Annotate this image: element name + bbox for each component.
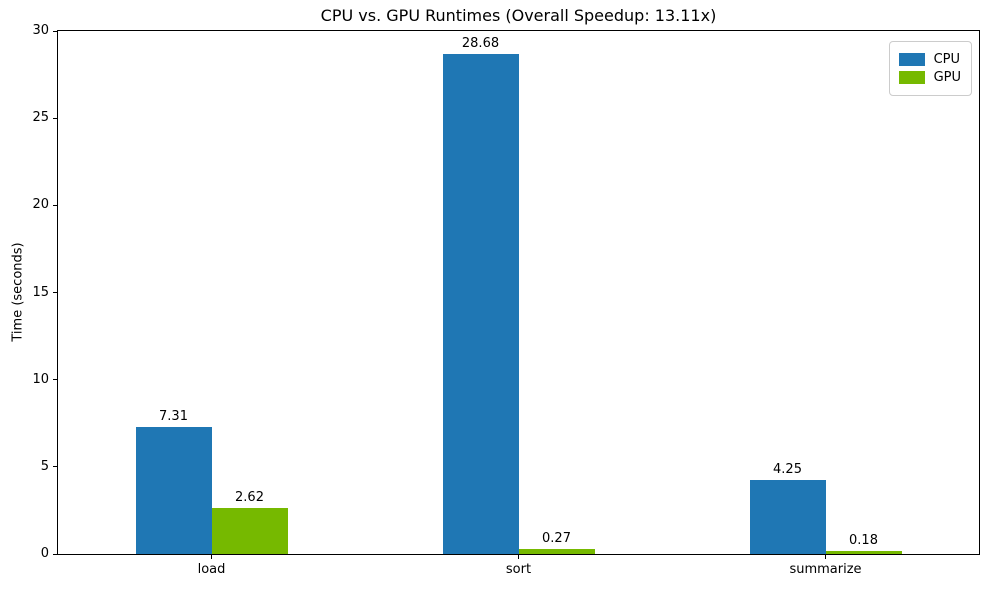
y-tick-label: 25 (32, 110, 49, 126)
bar-value-label-gpu-summarize: 0.18 (849, 532, 878, 548)
bar-gpu-sort (518, 549, 595, 554)
x-tick-mark (518, 555, 519, 559)
bar-cpu-summarize (749, 479, 826, 554)
y-tick-mark (53, 466, 57, 468)
y-tick-label: 10 (32, 371, 49, 387)
y-tick-mark (53, 379, 57, 381)
legend-item-gpu: GPU (898, 70, 961, 85)
y-tick-label: 5 (40, 458, 49, 474)
bar-cpu-sort (442, 54, 519, 554)
legend-swatch-cpu-icon (898, 53, 925, 66)
plot-area: CPU GPU 7.31 2.62 28.68 0.27 4.25 0.18 (57, 30, 980, 555)
bar-gpu-summarize (825, 550, 902, 554)
bar-value-label-cpu-sort: 28.68 (461, 36, 500, 52)
y-axis-label: Time (seconds) (10, 242, 26, 342)
y-tick-label: 0 (40, 546, 49, 561)
y-tick-mark (53, 292, 57, 293)
y-tick-mark (53, 117, 57, 119)
bar-value-label-cpu-load: 7.31 (159, 408, 188, 424)
legend-label-gpu: GPU (933, 70, 961, 85)
legend-label-cpu: CPU (933, 52, 960, 67)
y-tick-label: 30 (32, 23, 49, 38)
x-tick-label-sort: sort (505, 562, 532, 577)
x-tick-mark (211, 555, 212, 559)
legend-swatch-gpu-icon (898, 71, 925, 84)
bar-value-label-gpu-load: 2.62 (235, 490, 264, 506)
y-tick-mark (53, 204, 57, 206)
x-tick-label-load: load (197, 562, 226, 577)
y-tick-mark (53, 553, 57, 555)
legend: CPU GPU (888, 41, 972, 96)
chart-title: CPU vs. GPU Runtimes (Overall Speedup: 1… (320, 6, 717, 25)
bar-cpu-load (135, 426, 212, 554)
y-tick-label: 15 (32, 284, 49, 300)
bar-gpu-load (211, 508, 288, 554)
y-tick-label: 20 (32, 197, 49, 213)
legend-item-cpu: CPU (898, 52, 961, 67)
x-tick-mark (825, 555, 826, 559)
x-tick-label-summarize: summarize (789, 562, 862, 577)
bar-value-label-gpu-sort: 0.27 (542, 531, 571, 547)
bar-value-label-cpu-summarize: 4.25 (773, 461, 802, 477)
y-tick-mark (53, 30, 57, 32)
